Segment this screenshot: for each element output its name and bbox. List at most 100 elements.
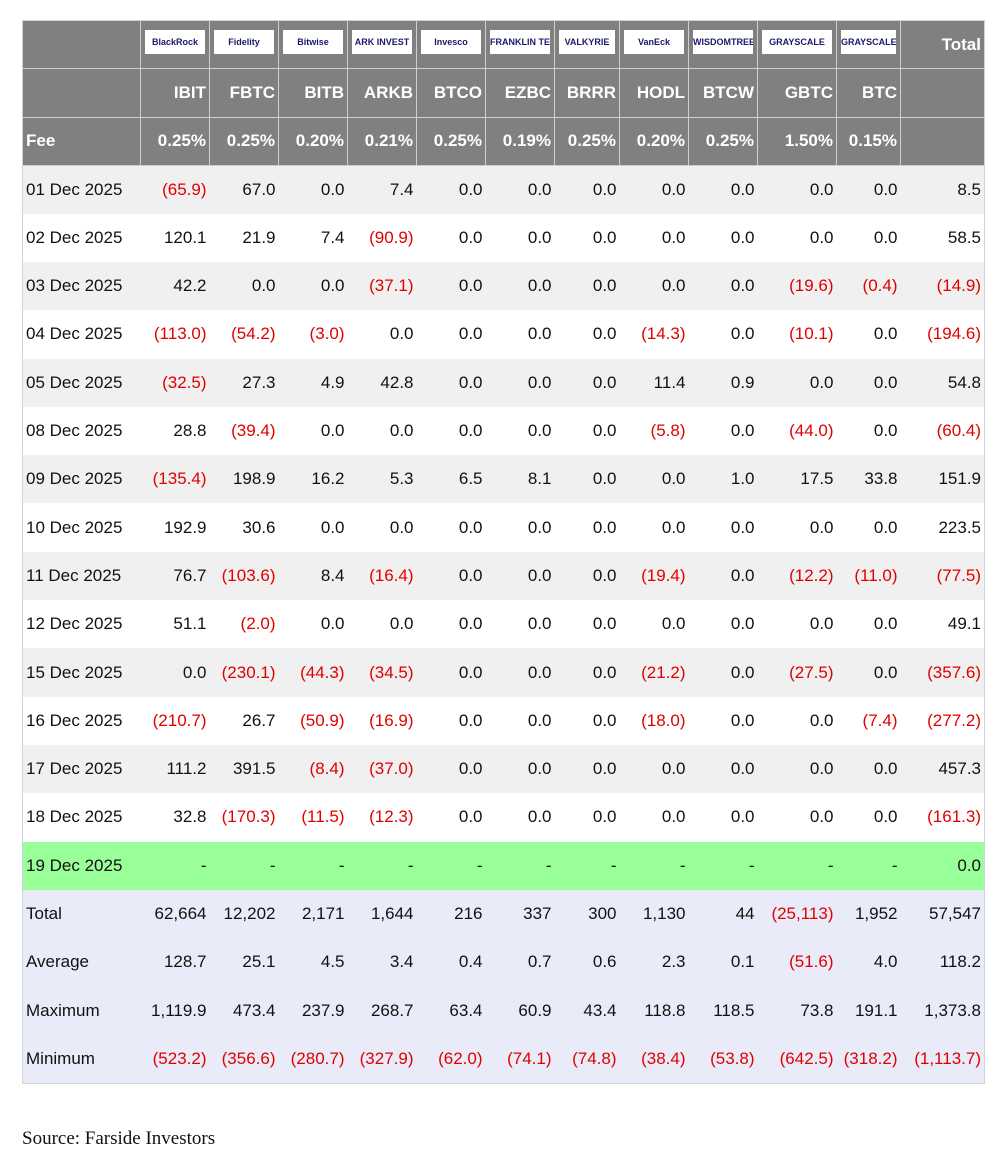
table-row: Maximum 1,119.9 473.4 237.9 268.7 63.4 60.9 43.… — [22, 986, 985, 1035]
flow-value: 0.0 — [688, 213, 758, 262]
summary-value: 128.7 — [140, 938, 210, 987]
flow-value: 0.0 — [347, 406, 417, 456]
flow-value: (34.5) — [347, 648, 417, 697]
summary-value: 216 — [416, 889, 486, 939]
flow-value: 0.0 — [836, 358, 901, 407]
summary-value: (25,113) — [757, 889, 837, 939]
flow-value: 0.0 — [416, 406, 486, 456]
flow-value: 33.8 — [836, 455, 901, 504]
ticker: HODL — [619, 68, 689, 118]
flow-value: (230.1) — [209, 648, 279, 697]
flow-value: 0.0 — [485, 261, 555, 311]
date: 03 Dec 2025 — [22, 261, 141, 311]
flow-value: 0.0 — [619, 455, 689, 504]
ticker: GBTC — [757, 68, 837, 118]
fee: 0.25% — [209, 117, 279, 166]
date: 10 Dec 2025 — [22, 503, 141, 552]
ticker: IBIT — [140, 68, 210, 118]
flow-value: (2.0) — [209, 600, 279, 649]
date: 04 Dec 2025 — [22, 310, 141, 359]
flow-value: 0.0 — [554, 696, 620, 745]
table-row: 19 Dec 2025- - - - - - - - - - -0.0 — [22, 841, 985, 890]
flow-value: 0.0 — [485, 406, 555, 456]
summary-value: 0.4 — [416, 938, 486, 987]
table-row: 17 Dec 2025 111.2 391.5 (8.4) (37.0) 0.0 0.0 0.… — [22, 744, 985, 794]
flow-value: 0.0 — [757, 696, 837, 745]
flow-value: 16.2 — [278, 455, 348, 504]
date: 17 Dec 2025 — [22, 744, 141, 794]
table-row: 18 Dec 2025 32.8 (170.3) (11.5) (12.3) 0.0 0.0… — [22, 793, 985, 842]
flow-value: 0.0 — [485, 358, 555, 407]
flow-value: 0.0 — [347, 600, 417, 649]
flow-value: (0.4) — [836, 261, 901, 311]
summary-value: 57,547 — [900, 889, 985, 939]
date: 01 Dec 2025 — [22, 165, 141, 214]
flow-value: 0.0 — [485, 503, 555, 552]
fund-logo: GRAYSCALE — [762, 30, 832, 55]
logo-cell: FRANKLIN TEMPLETON — [485, 20, 555, 70]
summary-label: Minimum — [22, 1034, 141, 1084]
ticker: BTC — [836, 68, 901, 118]
flow-value: 0.0 — [554, 310, 620, 359]
date: 11 Dec 2025 — [22, 551, 141, 601]
flow-value: 0.0 — [619, 600, 689, 649]
table-row: 03 Dec 2025 42.2 0.0 0.0 (37.1) 0.0 0.0 0.0 0.0 0… — [22, 261, 985, 311]
summary-value: (356.6) — [209, 1034, 279, 1084]
table-row: 04 Dec 2025 (113.0) (54.2) (3.0) 0.0 0.0 0.0 0.… — [22, 310, 985, 359]
flow-value: (14.3) — [619, 310, 689, 359]
flow-value: 0.0 — [278, 165, 348, 214]
summary-value: 337 — [485, 889, 555, 939]
table-row: IBIT FBTC BITB ARKB BTCO EZBC BRRR HODL BTCW GBTC… — [22, 68, 985, 118]
flow-value: 0.0 — [688, 261, 758, 311]
summary-value: (53.8) — [688, 1034, 758, 1084]
summary-value: 1,119.9 — [140, 986, 210, 1035]
flow-value: 0.0 — [836, 600, 901, 649]
flow-value: - — [619, 841, 689, 890]
logo-cell: BlackRock — [140, 20, 210, 70]
flow-value: (44.3) — [278, 648, 348, 697]
flow-value: 120.1 — [140, 213, 210, 262]
fee: 0.20% — [278, 117, 348, 166]
flow-value: 192.9 — [140, 503, 210, 552]
flow-value: (37.0) — [347, 744, 417, 794]
header-cell — [900, 117, 985, 166]
flow-value: 28.8 — [140, 406, 210, 456]
fee: 0.20% — [619, 117, 689, 166]
flow-value: 0.0 — [619, 213, 689, 262]
flow-value: 151.9 — [900, 455, 985, 504]
logo-cell: VALKYRIE — [554, 20, 620, 70]
flow-value: 0.0 — [416, 358, 486, 407]
flow-value: 0.0 — [757, 503, 837, 552]
logo-cell: Invesco — [416, 20, 486, 70]
fee-label: Fee — [22, 117, 141, 166]
flow-value: 0.0 — [416, 696, 486, 745]
flow-value: 7.4 — [278, 213, 348, 262]
summary-value: 118.2 — [900, 938, 985, 987]
table-row: Fee 0.25% 0.25% 0.20% 0.21% 0.25% 0.19% 0.25% 0.… — [22, 117, 985, 166]
summary-value: 73.8 — [757, 986, 837, 1035]
flow-value: (7.4) — [836, 696, 901, 745]
summary-value: 1,373.8 — [900, 986, 985, 1035]
summary-value: 473.4 — [209, 986, 279, 1035]
flow-value: - — [140, 841, 210, 890]
summary-value: 4.0 — [836, 938, 901, 987]
flow-value: (8.4) — [278, 744, 348, 794]
flow-value: 0.0 — [688, 696, 758, 745]
summary-value: (74.8) — [554, 1034, 620, 1084]
summary-value: 1,952 — [836, 889, 901, 939]
flow-value: (135.4) — [140, 455, 210, 504]
ticker: BTCO — [416, 68, 486, 118]
header-cell — [900, 68, 985, 118]
summary-value: (327.9) — [347, 1034, 417, 1084]
flow-value: 0.0 — [757, 165, 837, 214]
summary-value: 118.5 — [688, 986, 758, 1035]
flow-value: 27.3 — [209, 358, 279, 407]
flow-value: - — [757, 841, 837, 890]
flow-value: (210.7) — [140, 696, 210, 745]
date: 02 Dec 2025 — [22, 213, 141, 262]
summary-value: 2.3 — [619, 938, 689, 987]
fee: 0.25% — [554, 117, 620, 166]
fee: 0.25% — [688, 117, 758, 166]
flow-value: 0.0 — [619, 744, 689, 794]
